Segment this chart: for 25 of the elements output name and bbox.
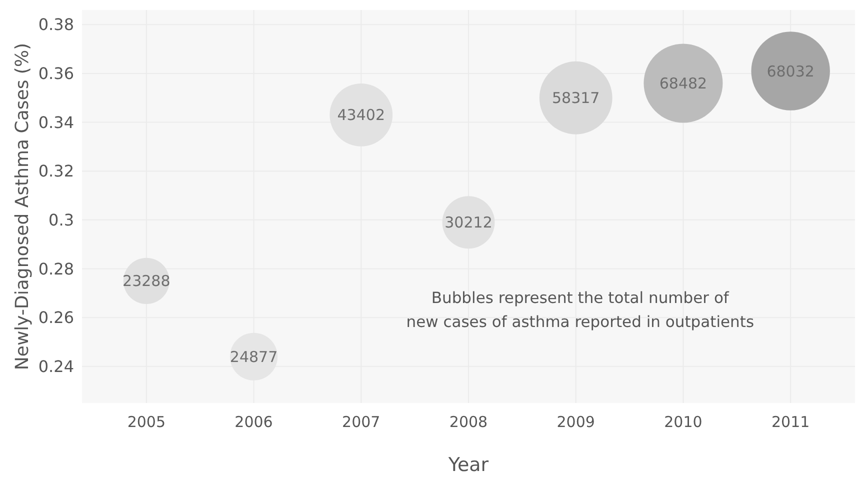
data-label: 43402 bbox=[337, 106, 385, 124]
data-label: 68032 bbox=[766, 62, 814, 80]
y-tick-label: 0.38 bbox=[38, 15, 74, 34]
y-tick-label: 0.32 bbox=[38, 162, 74, 181]
x-tick-label: 2005 bbox=[127, 413, 166, 431]
data-label: 30212 bbox=[444, 214, 492, 232]
y-tick-label: 0.28 bbox=[38, 259, 74, 278]
y-tick-label: 0.26 bbox=[38, 308, 74, 328]
y-axis-title: Newly-Diagnosed Asthma Cases (%) bbox=[12, 42, 33, 370]
x-tick-label: 2011 bbox=[771, 413, 810, 431]
x-tick-label: 2010 bbox=[664, 413, 702, 431]
annotation: Bubbles represent the total number of new cases of asthma reported in outpatients bbox=[406, 288, 754, 331]
x-tick-label: 2009 bbox=[556, 413, 595, 431]
data-label: 23288 bbox=[122, 272, 170, 290]
y-tick-label: 0.3 bbox=[48, 210, 74, 230]
x-tick-label: 2006 bbox=[234, 413, 273, 431]
data-label: 58317 bbox=[552, 89, 600, 108]
data-label: 24877 bbox=[230, 348, 278, 366]
x-axis-title: Year bbox=[447, 454, 489, 476]
y-tick-label: 0.34 bbox=[38, 112, 74, 132]
x-tick-label: 2008 bbox=[449, 413, 488, 431]
data-label: 68482 bbox=[659, 74, 708, 92]
y-tick-label: 0.24 bbox=[38, 356, 74, 376]
x-tick-label: 2007 bbox=[342, 413, 380, 431]
y-tick-label: 0.36 bbox=[38, 64, 74, 84]
